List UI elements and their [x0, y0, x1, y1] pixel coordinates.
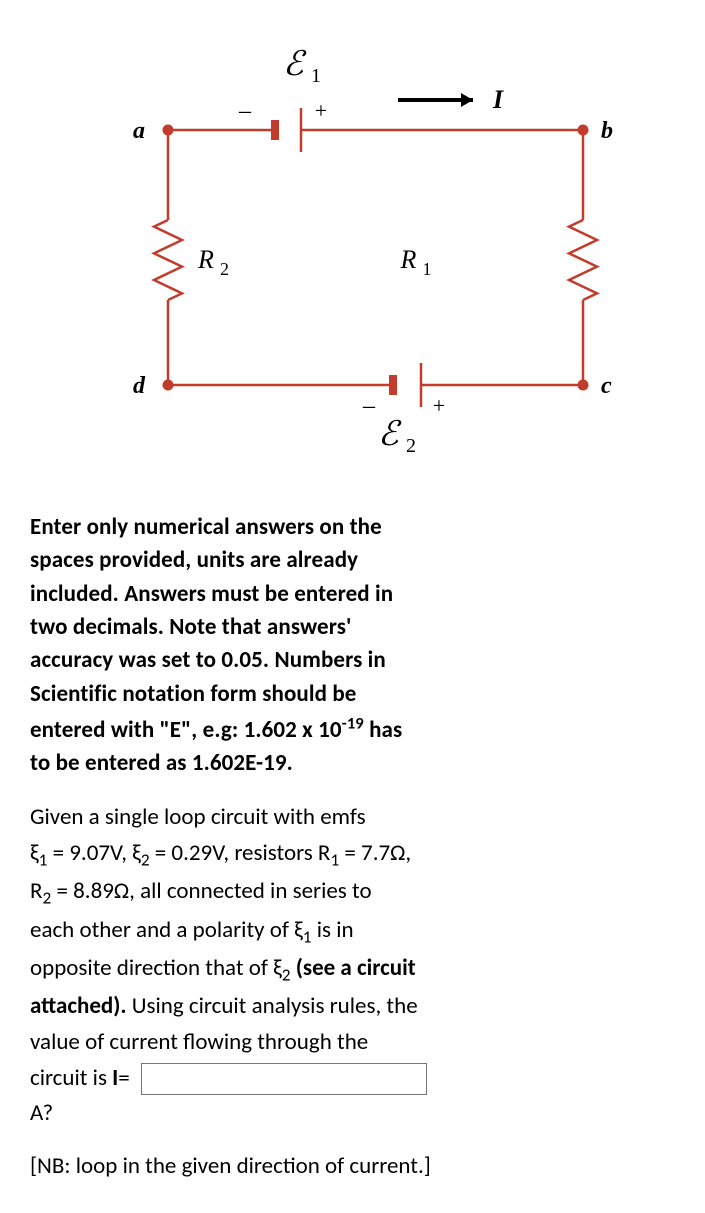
svg-text:1: 1: [311, 65, 321, 87]
bold-text: (see a circuit: [291, 954, 416, 982]
svg-text:b: b: [601, 118, 613, 144]
eq: = 9.07V,: [47, 839, 132, 867]
svg-text:R: R: [399, 245, 416, 274]
svg-text:1: 1: [422, 259, 431, 279]
instructions-block: Enter only numerical answers on the spac…: [30, 511, 675, 780]
circuit-diagram: abcdℰ1ℰ2–+–+R2R1I: [73, 30, 633, 476]
note-text: loop in the given direction of current.]: [76, 1152, 431, 1180]
circuit-svg: abcdℰ1ℰ2–+–+R2R1I: [73, 30, 633, 470]
xi2-sub: 2: [141, 850, 150, 871]
note-block: [NB: loop in the given direction of curr…: [30, 1150, 675, 1183]
svg-text:2: 2: [406, 435, 416, 457]
xi2: ξ: [132, 839, 141, 867]
problem-text: Using circuit analysis rules, the: [127, 992, 418, 1020]
svg-text:–: –: [362, 393, 376, 419]
eq: = 0.29V, resistors R: [150, 839, 331, 867]
problem-text: each other and a polarity of: [30, 916, 294, 944]
svg-text:d: d: [133, 373, 146, 399]
svg-text:I: I: [492, 85, 504, 114]
xi1: ξ: [30, 839, 39, 867]
problem-block: Given a single loop circuit with emfs ξ1…: [30, 800, 675, 1132]
xi-sub: 1: [303, 926, 312, 947]
inst-line: has: [364, 716, 402, 744]
note-prefix: [NB:: [30, 1152, 76, 1180]
exponent: -19: [342, 713, 364, 733]
problem-text: value of current flowing through the: [30, 1028, 368, 1056]
inst-line: spaces provided, units are already: [30, 546, 358, 574]
problem-text: is in: [312, 916, 354, 944]
problem-text: opposite direction that of: [30, 954, 273, 982]
inst-line: accuracy was set to 0.05. Numbers in: [30, 646, 386, 674]
inst-line: to be entered as 1.602E-19.: [30, 749, 293, 777]
svg-text:2: 2: [220, 259, 229, 279]
svg-text:+: +: [314, 98, 326, 123]
problem-text: Given a single loop circuit with emfs: [30, 803, 366, 831]
inst-line: Scientific notation form should be: [30, 680, 356, 708]
inst-line: two decimals. Note that answers': [30, 613, 351, 641]
r2-sub: 2: [43, 888, 52, 909]
answer-input[interactable]: [141, 1063, 427, 1095]
eq: = 8.89Ω, all connected in series to: [51, 877, 371, 905]
svg-text:R: R: [197, 245, 214, 274]
svg-text:ℰ: ℰ: [283, 46, 307, 83]
svg-text:a: a: [133, 118, 145, 144]
r1-sub: 1: [330, 850, 339, 871]
inst-line: Enter only numerical answers on the: [30, 513, 382, 541]
problem-text: =: [118, 1064, 129, 1092]
xi-sub: 2: [282, 965, 291, 986]
bold-text: attached).: [30, 992, 127, 1020]
svg-text:ℰ: ℰ: [378, 416, 402, 453]
problem-text: A?: [30, 1099, 53, 1127]
inst-line: included. Answers must be entered in: [30, 580, 393, 608]
problem-text: circuit is: [30, 1064, 112, 1092]
xi: ξ: [294, 916, 303, 944]
xi: ξ: [273, 954, 282, 982]
eq: = 7.7Ω,: [339, 839, 411, 867]
svg-text:–: –: [238, 98, 252, 124]
svg-text:c: c: [601, 373, 612, 399]
inst-line: entered with "E", e.g: 1.602 x 10: [30, 716, 342, 744]
svg-text:+: +: [432, 393, 444, 418]
r2: R: [30, 877, 43, 905]
